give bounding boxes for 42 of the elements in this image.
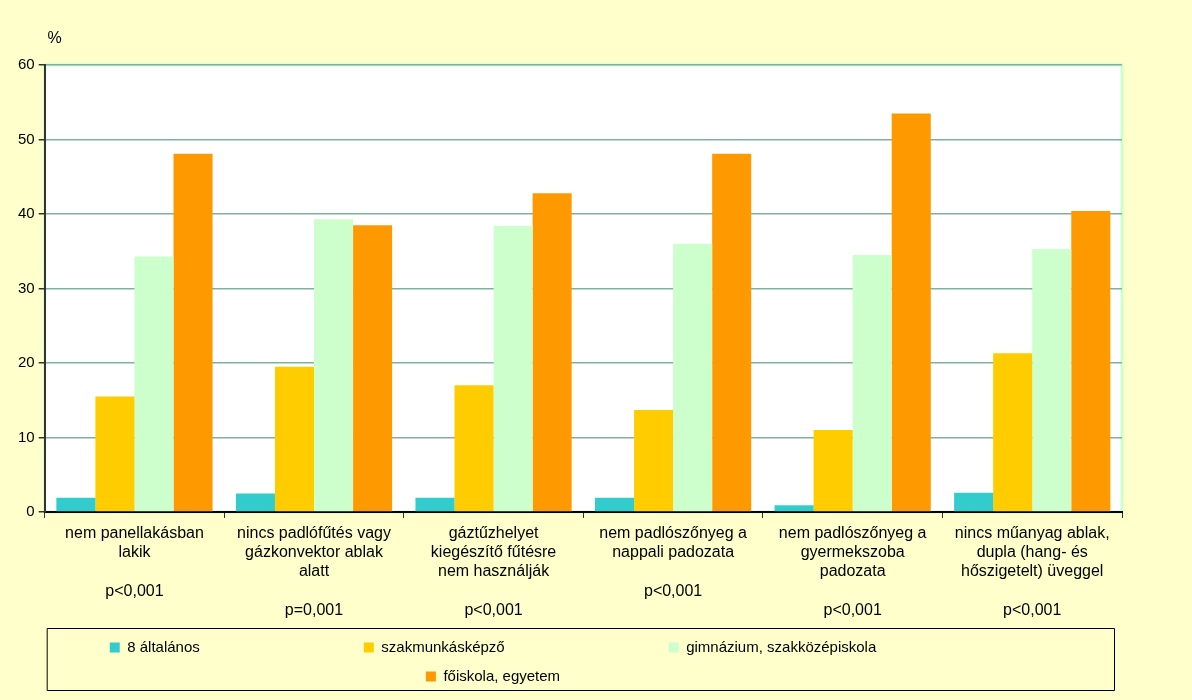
legend-label: gimnázium, szakközépiskola bbox=[686, 637, 1027, 655]
bar bbox=[314, 219, 354, 512]
category-label: nincs padlófűtés vagy gázkonvektor ablak alatt p=0,001 bbox=[237, 524, 391, 618]
bar bbox=[852, 254, 892, 512]
y-tick-label: 20 bbox=[18, 353, 35, 371]
bar bbox=[774, 505, 814, 512]
bar bbox=[235, 493, 275, 512]
y-tick-label: 50 bbox=[18, 129, 35, 147]
bar bbox=[454, 385, 494, 512]
legend-label: szakmunkásképző bbox=[381, 637, 655, 655]
category-label: nincs műanyag ablak, dupla (hang- és hőszigetelt) üveggel p<0,001 bbox=[954, 524, 1110, 618]
bar bbox=[673, 243, 713, 512]
category-label: gáztűzhelyet kiegészítő fűtésre nem használják p<0,001 bbox=[430, 524, 557, 618]
bar bbox=[493, 225, 533, 512]
y-tick-label: 0 bbox=[26, 502, 35, 520]
bar bbox=[56, 497, 96, 512]
bar bbox=[134, 256, 174, 512]
legend-label: főiskola, egyetem bbox=[443, 666, 711, 684]
bar bbox=[532, 193, 572, 512]
bar bbox=[95, 396, 135, 512]
bar bbox=[1032, 249, 1072, 512]
category-label: nem padlószőnyeg a gyermekszoba padozata p<0,001 bbox=[778, 524, 927, 618]
bar bbox=[954, 492, 994, 512]
bar bbox=[274, 366, 315, 512]
bar bbox=[813, 430, 853, 512]
y-tick-label: 60 bbox=[18, 55, 35, 73]
y-axis-title: % bbox=[47, 29, 62, 47]
bar bbox=[415, 497, 455, 512]
y-tick-label: 10 bbox=[18, 427, 35, 445]
bar bbox=[891, 113, 931, 512]
bar bbox=[712, 153, 752, 512]
y-tick-label: 40 bbox=[18, 204, 35, 222]
legend-label: 8 általános bbox=[127, 637, 350, 655]
y-tick-label: 30 bbox=[18, 278, 35, 296]
category-label: nem panellakásban lakik p<0,001 bbox=[65, 524, 204, 599]
bar bbox=[353, 225, 393, 512]
bar bbox=[173, 153, 213, 512]
bar bbox=[993, 353, 1033, 512]
bar bbox=[595, 497, 635, 512]
bar bbox=[1071, 211, 1111, 512]
category-label: nem padlószőnyeg a nappali padozata p<0,001 bbox=[599, 524, 747, 599]
bar bbox=[634, 409, 674, 512]
